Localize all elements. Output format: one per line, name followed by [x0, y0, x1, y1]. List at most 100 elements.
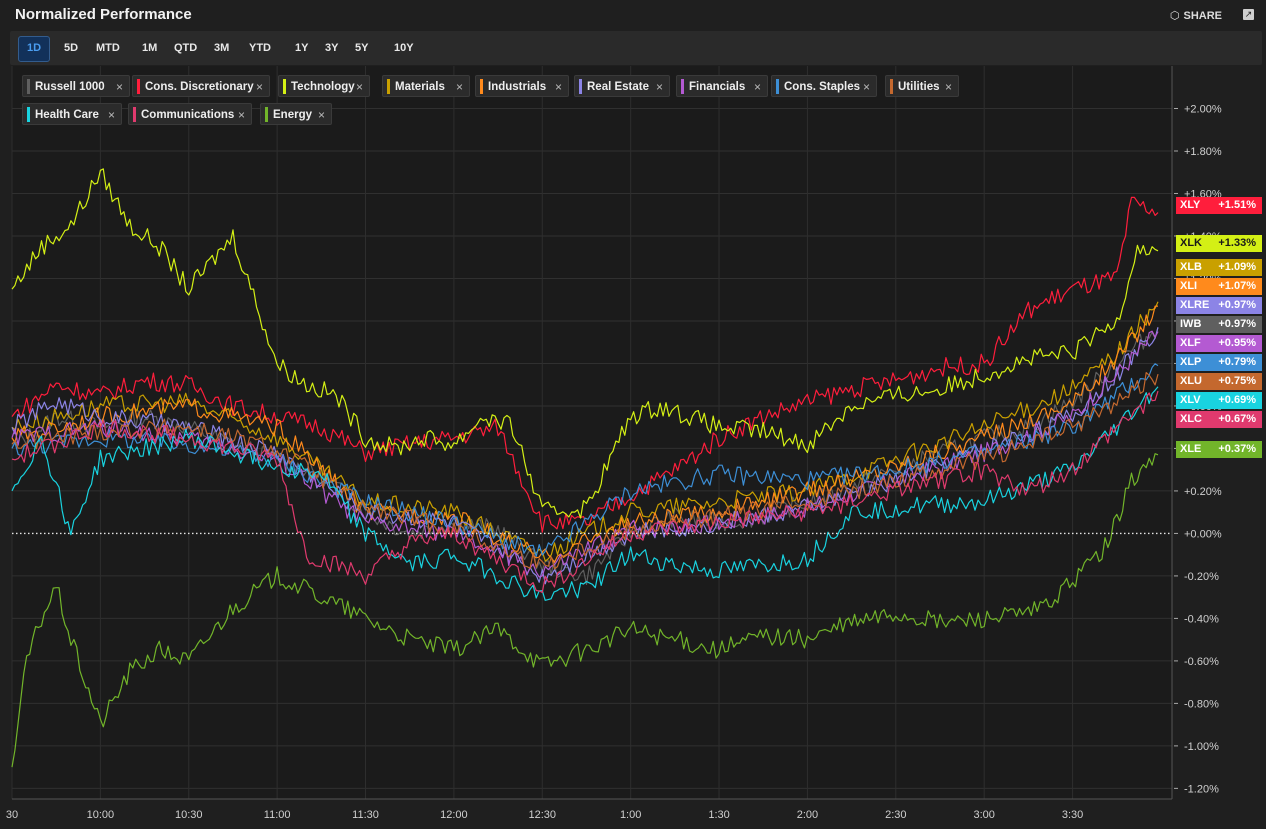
x-tick-label: 3:00	[973, 809, 994, 821]
y-tick-label: +0.20%	[1184, 486, 1222, 498]
y-tick-label: +1.80%	[1184, 146, 1222, 158]
tag-ticker: IWB	[1180, 318, 1202, 330]
x-tick-label: 10:00	[87, 809, 115, 821]
range-mtd[interactable]: MTD	[96, 42, 120, 54]
x-tick-label: 11:30	[352, 809, 379, 821]
x-tick-label: 3:30	[1062, 809, 1083, 821]
close-icon[interactable]: ×	[655, 80, 663, 94]
tag-value: +0.95%	[1218, 337, 1256, 349]
legend-swatch	[137, 79, 140, 94]
tag-value: +1.09%	[1218, 261, 1256, 273]
x-tick-label: 2:30	[885, 809, 906, 821]
range-1y[interactable]: 1Y	[295, 42, 309, 54]
legend-chip[interactable]: Industrials ×	[475, 75, 569, 97]
legend-swatch	[890, 79, 893, 94]
close-icon[interactable]: ×	[255, 80, 263, 94]
tag-value: +0.79%	[1218, 356, 1256, 368]
legend-chip[interactable]: Cons. Staples ×	[771, 75, 877, 97]
legend-chip[interactable]: Materials ×	[382, 75, 470, 97]
close-icon[interactable]: ×	[455, 80, 463, 94]
last-value-tag: IWB +0.97%	[1176, 316, 1262, 333]
tag-ticker: XLF	[1180, 337, 1201, 349]
close-icon[interactable]: ×	[944, 80, 952, 94]
tag-value: +0.67%	[1218, 413, 1256, 425]
range-10y[interactable]: 10Y	[394, 42, 414, 54]
close-icon[interactable]: ×	[355, 80, 363, 94]
chart: +2.00%+1.80%+1.60%+1.40%+1.20%+1.00%+0.8…	[6, 66, 1222, 821]
tag-ticker: XLRE	[1180, 299, 1210, 311]
legend-chip[interactable]: Real Estate ×	[574, 75, 670, 97]
legend-chip[interactable]: Russell 1000 ×	[22, 75, 130, 97]
legend-label: Technology	[291, 81, 355, 93]
legend-chip[interactable]: Financials ×	[676, 75, 768, 97]
series-line-xlf	[11, 330, 1159, 578]
legend-label: Financials	[689, 81, 746, 93]
series-line-xlk	[11, 168, 1159, 519]
tag-ticker: XLE	[1180, 443, 1202, 455]
series-line-xlre	[11, 327, 1159, 585]
legend-chip[interactable]: Technology ×	[278, 75, 370, 97]
share-icon: ⬡	[1169, 10, 1180, 22]
series-line-xlp	[11, 363, 1159, 557]
range-1m[interactable]: 1M	[142, 42, 158, 54]
legend-chip[interactable]: Cons. Discretionary ×	[132, 75, 270, 97]
tag-value: +0.69%	[1218, 394, 1256, 406]
x-tick-label: 30	[6, 809, 18, 821]
legend-label: Cons. Discretionary	[145, 81, 254, 93]
y-tick-label: -0.80%	[1184, 698, 1219, 710]
legend-chip[interactable]: Communications ×	[128, 103, 252, 125]
legend-label: Industrials	[488, 81, 547, 93]
tag-value: +1.33%	[1218, 237, 1256, 249]
y-tick-label: -1.00%	[1184, 741, 1219, 753]
close-icon[interactable]: ×	[554, 80, 562, 94]
close-icon[interactable]: ×	[753, 80, 761, 94]
range-3m[interactable]: 3M	[214, 42, 230, 54]
range-5y[interactable]: 5Y	[355, 42, 369, 54]
x-tick-label: 1:00	[620, 809, 641, 821]
series-line-xly	[11, 196, 1159, 533]
tag-ticker: XLK	[1180, 237, 1202, 249]
legend-swatch	[579, 79, 582, 94]
close-icon[interactable]: ×	[317, 108, 325, 122]
tag-ticker: XLY	[1180, 199, 1201, 211]
range-5d[interactable]: 5D	[64, 42, 79, 54]
series-line-xlu	[11, 372, 1159, 570]
legend-chip[interactable]: Health Care ×	[22, 103, 122, 125]
legend-label: Communications	[141, 109, 235, 121]
close-icon[interactable]: ×	[237, 108, 245, 122]
share-button[interactable]: ⬡ SHARE	[1170, 9, 1222, 22]
legend-chip[interactable]: Utilities ×	[885, 75, 959, 97]
legend-swatch	[480, 79, 483, 94]
legend-chip[interactable]: Energy ×	[260, 103, 332, 125]
expand-icon[interactable]: ↗	[1243, 9, 1254, 20]
legend-label: Materials	[395, 81, 445, 93]
last-value-tag: XLK +1.33%	[1176, 235, 1262, 252]
legend-label: Russell 1000	[35, 81, 105, 93]
range-1d[interactable]: 1D	[18, 36, 51, 62]
tag-ticker: XLU	[1180, 375, 1202, 387]
tag-ticker: XLI	[1180, 280, 1198, 292]
tag-value: +1.07%	[1218, 280, 1256, 292]
legend-label: Real Estate	[587, 81, 650, 93]
legend-swatch	[265, 107, 268, 122]
legend-swatch	[387, 79, 390, 94]
range-3y[interactable]: 3Y	[325, 42, 339, 54]
x-tick-label: 1:30	[708, 809, 729, 821]
legend-label: Health Care	[35, 109, 99, 121]
legend-label: Energy	[273, 109, 312, 121]
close-icon[interactable]: ×	[107, 108, 115, 122]
tag-value: +0.75%	[1218, 375, 1256, 387]
range-ytd[interactable]: YTD	[249, 42, 271, 54]
y-tick-label: -0.60%	[1184, 656, 1219, 668]
page-title: Normalized Performance	[15, 6, 192, 23]
tag-value: +1.51%	[1218, 199, 1256, 211]
close-icon[interactable]: ×	[115, 80, 123, 94]
series-line-xlc	[11, 390, 1159, 593]
legend-swatch	[283, 79, 286, 94]
legend-label: Utilities	[898, 81, 940, 93]
legend-swatch	[681, 79, 684, 94]
x-tick-label: 2:00	[797, 809, 818, 821]
close-icon[interactable]: ×	[862, 80, 870, 94]
range-qtd[interactable]: QTD	[174, 42, 198, 54]
plot-area	[12, 66, 1172, 799]
